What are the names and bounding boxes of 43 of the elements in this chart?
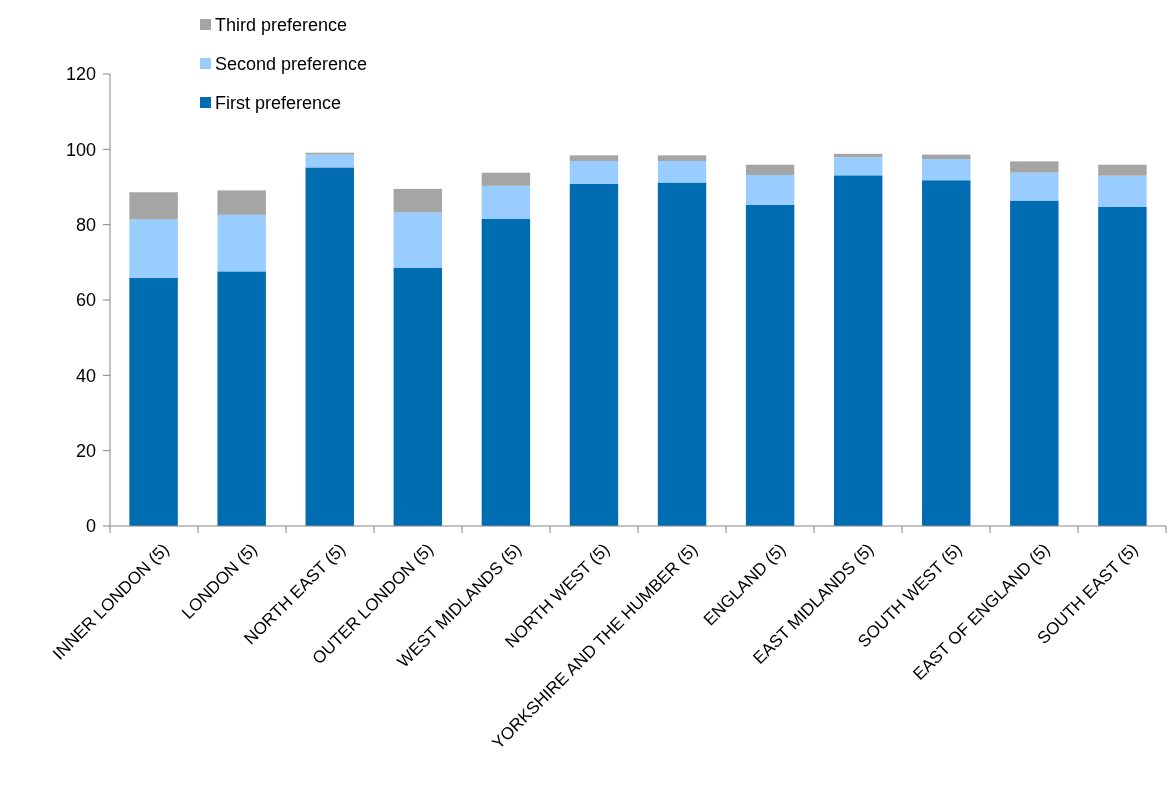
bar: [657, 161, 707, 183]
y-tick-label: 40: [75, 365, 96, 386]
bar: [305, 154, 354, 168]
bar: [217, 214, 266, 272]
bar: [922, 159, 971, 181]
bar: [1010, 161, 1059, 173]
bar: [393, 188, 443, 213]
bar: [833, 157, 883, 176]
legend-label: Second preference: [215, 54, 368, 75]
bar: [129, 277, 178, 526]
bar: [1098, 164, 1147, 176]
bar: [657, 155, 707, 162]
bar: [569, 155, 619, 162]
bar: [745, 164, 795, 175]
bar: [129, 219, 178, 278]
bar: [481, 185, 531, 220]
bar: [393, 212, 443, 268]
bar: [745, 174, 795, 205]
bar: [1098, 206, 1147, 526]
bar: [657, 182, 707, 526]
legend-label: Third preference: [215, 15, 348, 36]
bar: [833, 175, 883, 526]
bar: [569, 161, 619, 184]
bar: [393, 267, 443, 526]
legend-label: First preference: [215, 93, 342, 114]
bar: [745, 204, 795, 526]
bar: [305, 167, 354, 526]
bar: [1098, 175, 1147, 207]
y-tick-label: 0: [85, 516, 96, 537]
y-tick-label: 100: [65, 139, 96, 160]
bar: [129, 192, 178, 220]
y-tick-label: 20: [75, 440, 96, 461]
bar: [1010, 172, 1059, 201]
y-tick-label: 120: [65, 64, 96, 85]
bar: [922, 180, 971, 526]
bar: [569, 183, 619, 526]
bar: [217, 190, 266, 215]
bar: [217, 271, 266, 526]
bar: [481, 172, 531, 186]
y-tick-label: 60: [75, 290, 96, 311]
y-tick-label: 80: [75, 214, 96, 235]
bar: [481, 219, 531, 526]
bar: [1010, 200, 1059, 526]
